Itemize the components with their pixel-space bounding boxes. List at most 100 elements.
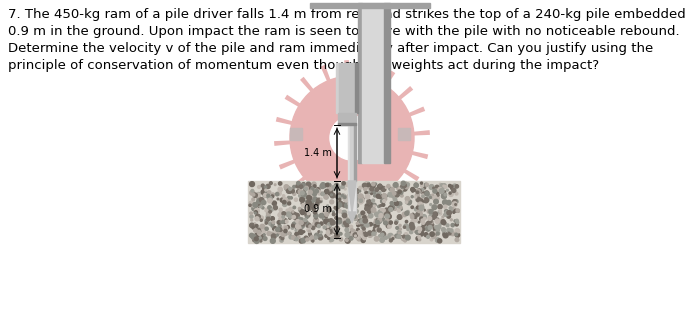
- Circle shape: [447, 228, 451, 232]
- Circle shape: [412, 190, 414, 192]
- Circle shape: [327, 224, 331, 228]
- Circle shape: [330, 237, 333, 241]
- Circle shape: [299, 185, 303, 188]
- Circle shape: [417, 227, 421, 232]
- Circle shape: [430, 210, 433, 213]
- Circle shape: [310, 236, 315, 241]
- Circle shape: [290, 197, 292, 199]
- Circle shape: [421, 219, 424, 221]
- Circle shape: [397, 230, 401, 234]
- Circle shape: [310, 205, 313, 208]
- Circle shape: [399, 207, 403, 210]
- Circle shape: [350, 201, 355, 205]
- Circle shape: [391, 194, 396, 198]
- Circle shape: [363, 216, 365, 218]
- Circle shape: [384, 198, 387, 200]
- Circle shape: [328, 192, 331, 195]
- Circle shape: [378, 210, 382, 214]
- Circle shape: [345, 228, 349, 232]
- Circle shape: [309, 187, 312, 190]
- Circle shape: [418, 212, 422, 217]
- Circle shape: [301, 192, 306, 197]
- Polygon shape: [365, 62, 373, 78]
- Circle shape: [345, 224, 349, 227]
- Circle shape: [411, 196, 413, 198]
- Circle shape: [436, 233, 439, 235]
- Circle shape: [359, 186, 362, 189]
- Circle shape: [359, 199, 363, 204]
- Circle shape: [269, 182, 272, 184]
- Circle shape: [408, 229, 409, 231]
- Circle shape: [306, 182, 311, 187]
- Circle shape: [318, 235, 323, 240]
- Circle shape: [301, 191, 304, 195]
- Circle shape: [342, 211, 345, 214]
- Circle shape: [434, 199, 438, 204]
- Circle shape: [381, 233, 383, 235]
- Circle shape: [280, 236, 282, 239]
- Circle shape: [308, 230, 310, 232]
- Polygon shape: [354, 200, 360, 216]
- Circle shape: [255, 214, 260, 219]
- Circle shape: [422, 192, 426, 196]
- Circle shape: [305, 195, 308, 198]
- Circle shape: [315, 189, 319, 193]
- Circle shape: [381, 214, 384, 217]
- Circle shape: [252, 236, 255, 240]
- Circle shape: [341, 194, 345, 198]
- Circle shape: [324, 189, 329, 193]
- Bar: [350, 125, 354, 181]
- Circle shape: [357, 197, 359, 199]
- Circle shape: [435, 185, 439, 189]
- Circle shape: [438, 194, 439, 196]
- Circle shape: [350, 201, 351, 203]
- Circle shape: [433, 231, 435, 233]
- Circle shape: [288, 202, 291, 205]
- Circle shape: [376, 218, 379, 221]
- Circle shape: [445, 211, 449, 216]
- Circle shape: [257, 196, 261, 200]
- Circle shape: [415, 189, 420, 194]
- Circle shape: [320, 198, 322, 200]
- Circle shape: [293, 206, 296, 209]
- Circle shape: [331, 186, 336, 190]
- Circle shape: [259, 240, 262, 242]
- Circle shape: [395, 234, 398, 238]
- Circle shape: [262, 189, 266, 193]
- Circle shape: [273, 206, 278, 210]
- Circle shape: [442, 231, 445, 234]
- Circle shape: [401, 181, 405, 185]
- Circle shape: [313, 210, 317, 214]
- Circle shape: [356, 189, 358, 191]
- Circle shape: [301, 209, 302, 211]
- Circle shape: [254, 208, 259, 213]
- Circle shape: [429, 209, 433, 214]
- Circle shape: [303, 185, 307, 189]
- Circle shape: [366, 194, 370, 199]
- Circle shape: [428, 225, 432, 229]
- Circle shape: [407, 228, 409, 230]
- Circle shape: [284, 229, 287, 233]
- Circle shape: [442, 200, 447, 205]
- Circle shape: [256, 228, 260, 232]
- Circle shape: [284, 200, 289, 205]
- Circle shape: [447, 210, 452, 215]
- Circle shape: [433, 212, 438, 216]
- Circle shape: [419, 197, 424, 201]
- Circle shape: [358, 219, 363, 224]
- Circle shape: [286, 225, 289, 229]
- Circle shape: [424, 233, 428, 237]
- Circle shape: [389, 205, 394, 209]
- Circle shape: [253, 223, 255, 225]
- Circle shape: [416, 230, 419, 234]
- Circle shape: [255, 217, 259, 221]
- Circle shape: [304, 221, 306, 223]
- Circle shape: [250, 223, 254, 227]
- Circle shape: [426, 235, 429, 238]
- Circle shape: [299, 239, 303, 243]
- Circle shape: [374, 223, 379, 228]
- Circle shape: [256, 218, 259, 220]
- Circle shape: [298, 230, 303, 234]
- Circle shape: [379, 184, 382, 187]
- Circle shape: [304, 188, 306, 191]
